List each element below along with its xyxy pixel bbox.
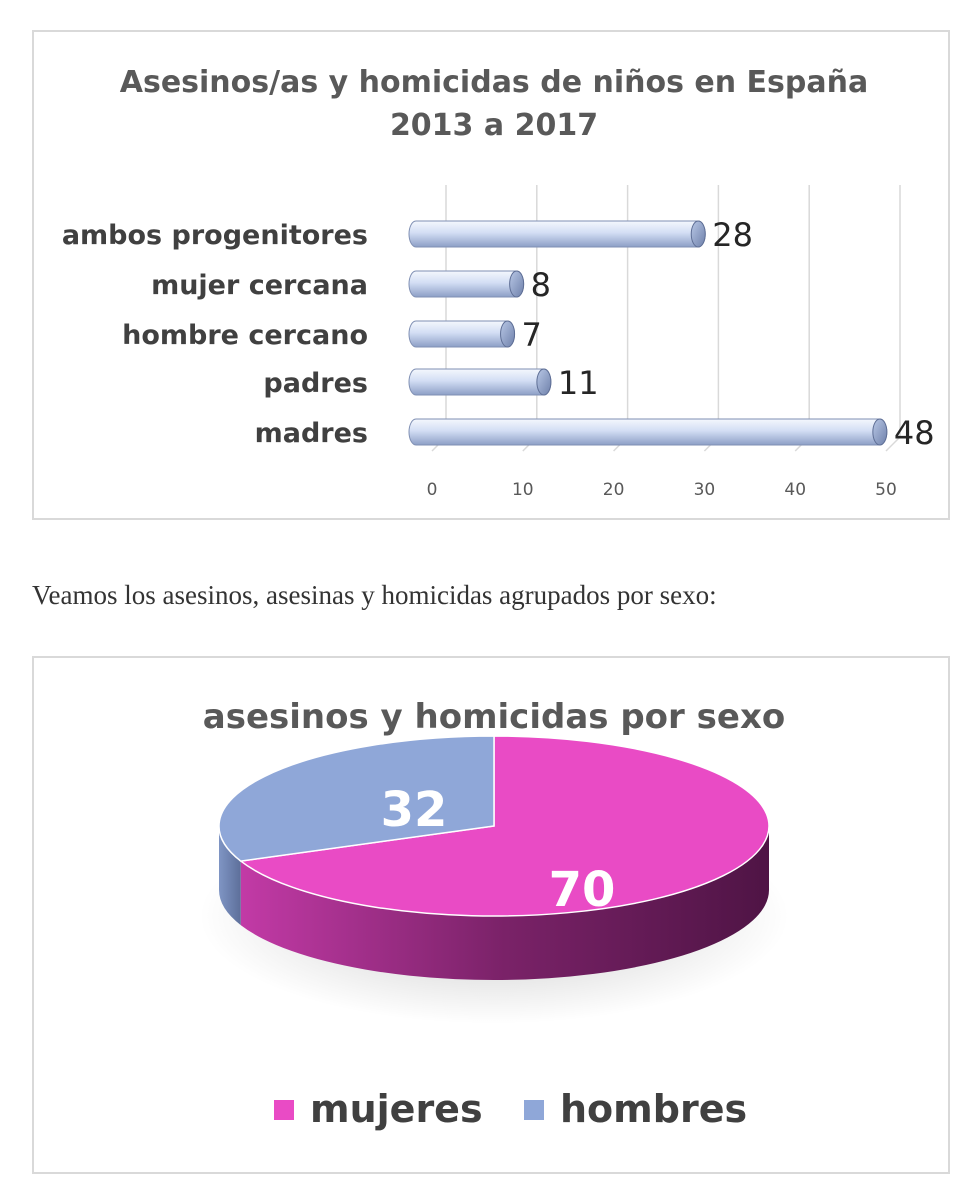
data-label-madres: 48 [894, 414, 935, 452]
bar-chart-card: Asesinos/as y homicidas de niños en Espa… [32, 30, 950, 520]
pie-chart: asesinos y homicidas por sexo 70 32 mujer… [199, 697, 789, 1131]
legend-label-mujeres: mujeres [310, 1087, 483, 1131]
bar-body-mujer-cercana [408, 270, 525, 298]
bar-mujer-cercana [408, 270, 525, 298]
pie-slice-mujeres [238, 735, 770, 917]
x-tick-label: 40 [784, 480, 806, 500]
pie-slice-hombres [218, 735, 495, 862]
legend-swatch-hombres [524, 1100, 544, 1120]
bar-chart-subtitle: 2013 a 2017 [390, 108, 598, 143]
x-tick-labels: 0 10 20 30 40 50 [427, 480, 897, 500]
data-label-mujer-cercana: 8 [531, 266, 551, 304]
body-paragraph: Veamos los asesinos, asesinas y homicida… [32, 580, 717, 610]
category-label-madres: madres [255, 418, 368, 449]
slice-label-mujeres: 70 [549, 862, 616, 918]
pie-side-hombres [219, 826, 241, 926]
legend-label-hombres: hombres [560, 1087, 747, 1131]
bar-hombre-cercano [408, 320, 516, 348]
category-label-mujer-cercana: mujer cercana [151, 270, 368, 301]
bar-cap-padres [536, 368, 552, 396]
bar-padres [408, 368, 552, 396]
data-label-hombre-cercano: 7 [522, 316, 542, 354]
category-label-ambos-progenitores: ambos progenitores [62, 220, 368, 251]
legend-swatch-mujeres [274, 1100, 294, 1120]
bar-ambos-progenitores [408, 220, 706, 248]
bar-chart-title: Asesinos/as y homicidas de niños en Espa… [120, 65, 868, 100]
x-tick-label: 0 [427, 480, 438, 500]
bar-body-madres [408, 418, 888, 446]
bar-cap-hombre-cercano [500, 320, 516, 348]
x-tick-label: 50 [875, 480, 897, 500]
pie-side-mujeres [240, 826, 769, 980]
pie-chart-card: asesinos y homicidas por sexo 70 32 mujer… [32, 656, 950, 1174]
category-label-hombre-cercano: hombre cercano [122, 320, 368, 351]
bar-cap-ambos-progenitores [690, 220, 706, 248]
x-tick-label: 10 [512, 480, 534, 500]
gridline-floor-50 [885, 436, 901, 452]
x-tick-label: 30 [694, 480, 716, 500]
bar-body-ambos-progenitores [408, 220, 706, 248]
bar-chart: Asesinos/as y homicidas de niños en Espa… [62, 65, 935, 500]
bar-body-padres [408, 368, 552, 396]
pie-legend: mujeres hombres [274, 1087, 747, 1131]
bar-madres [408, 418, 888, 446]
bar-cap-madres [872, 418, 888, 446]
bar-body-hombre-cercano [408, 320, 516, 348]
pie-chart-title: asesinos y homicidas por sexo [203, 697, 785, 737]
category-label-padres: padres [263, 368, 368, 399]
data-label-ambos-progenitores: 28 [712, 216, 753, 254]
bar-cap-mujer-cercana [509, 270, 525, 298]
pie-marks: 70 32 [199, 735, 789, 1024]
data-label-padres: 11 [558, 364, 599, 402]
bar-marks: 48 madres 11 padres 7 hombre cercano 8 mujer ce… [62, 216, 935, 452]
x-tick-label: 20 [603, 480, 625, 500]
slice-label-hombres: 32 [381, 782, 448, 838]
